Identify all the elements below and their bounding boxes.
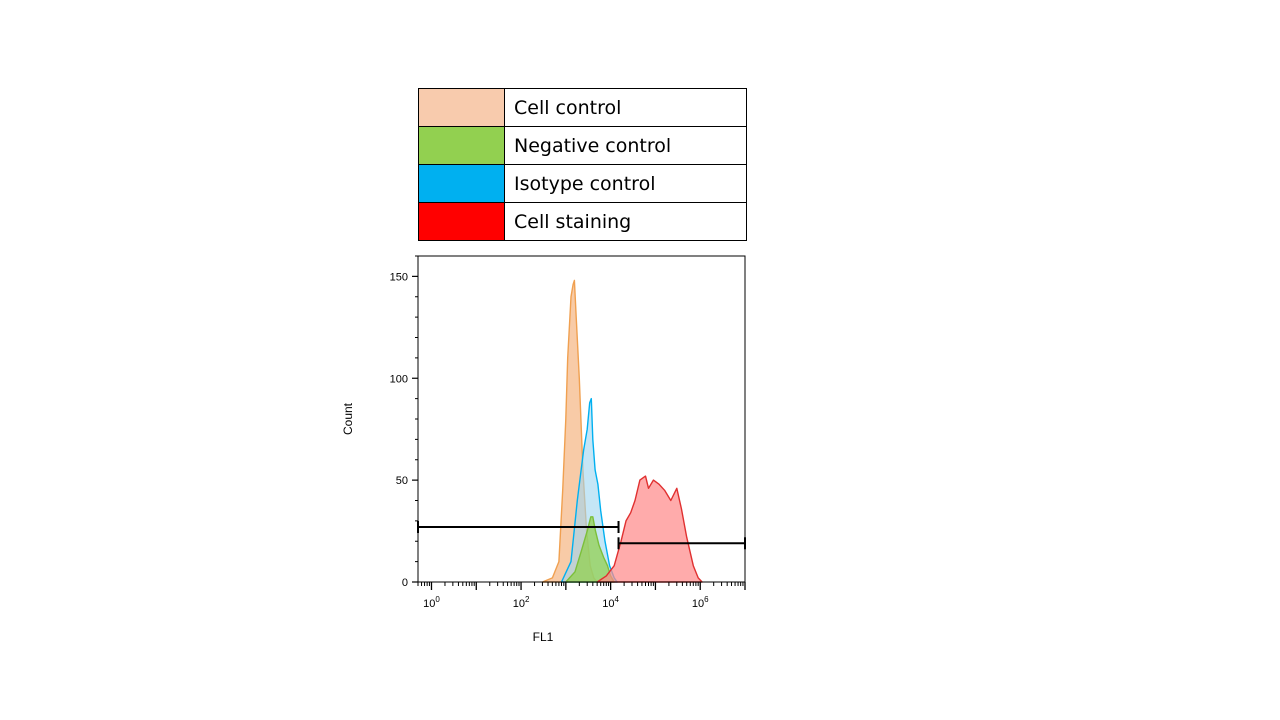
x-tick-label: 102 (513, 595, 530, 610)
y-tick-label: 150 (390, 271, 408, 283)
x-tick-label: 100 (423, 595, 440, 610)
axis-layer: 0 50 100 150 100 102 104 106 (390, 255, 746, 610)
series-layer (541, 279, 703, 583)
legend-label-cell-control: Cell control (504, 88, 747, 127)
legend-entry-cell-staining: Cell staining (418, 202, 747, 241)
x-tick-label: 106 (692, 595, 709, 610)
legend-swatch-cell-control (418, 88, 505, 127)
series-cell-staining (596, 475, 703, 583)
x-tick-label: 104 (602, 595, 619, 610)
y-tick-label: 100 (390, 373, 408, 385)
y-tick-label: 0 (402, 577, 408, 589)
x-axis-title: FL1 (533, 630, 554, 644)
legend-label-negative-control: Negative control (504, 126, 747, 165)
legend-swatch-negative-control (418, 126, 505, 165)
chart-legend: Cell control Negative control Isotype co… (418, 88, 747, 241)
legend-entry-negative-control: Negative control (418, 126, 747, 165)
y-tick-label: 50 (396, 475, 408, 487)
legend-entry-cell-control: Cell control (418, 88, 747, 127)
legend-label-cell-staining: Cell staining (504, 202, 747, 241)
legend-entry-isotype-control: Isotype control (418, 164, 747, 203)
legend-swatch-cell-staining (418, 202, 505, 241)
y-axis-title: Count (341, 402, 355, 435)
legend-label-isotype-control: Isotype control (504, 164, 747, 203)
